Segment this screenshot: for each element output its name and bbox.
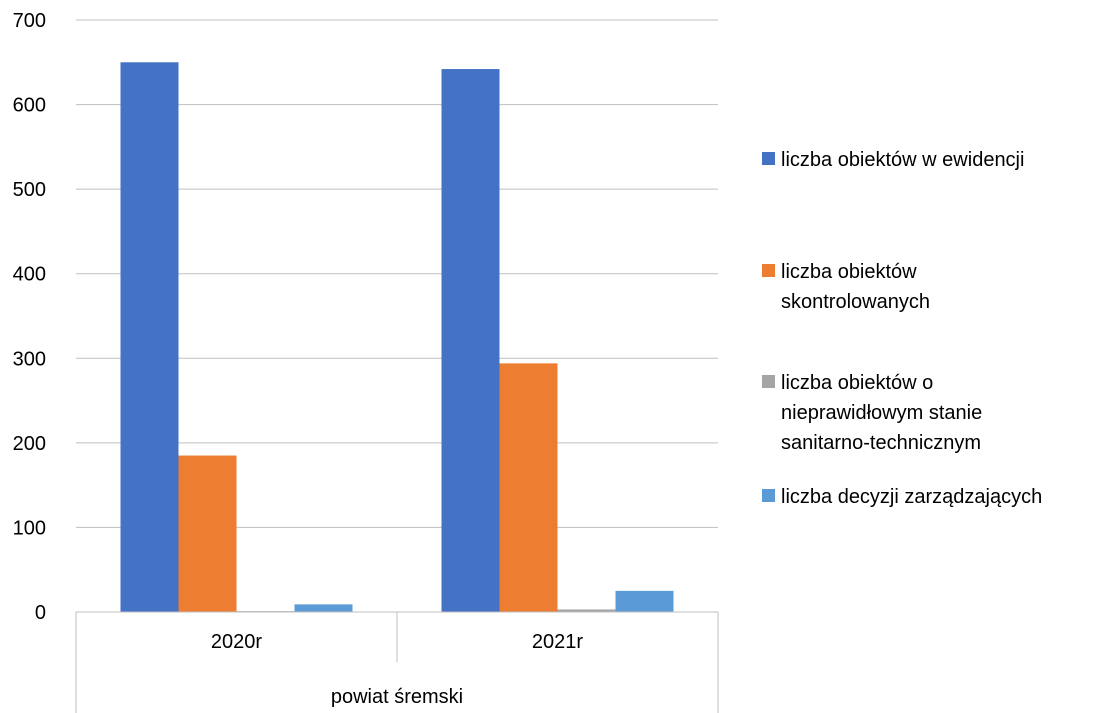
bar bbox=[120, 62, 179, 613]
x-axis: 2020r 2021r powiat śremski bbox=[75, 611, 719, 713]
bar bbox=[294, 604, 353, 612]
y-tick-label: 400 bbox=[13, 264, 46, 286]
legend-item: liczba obiektów skontrolowanych bbox=[762, 257, 930, 317]
y-tick-label: 700 bbox=[13, 10, 46, 32]
legend-label: liczba obiektów skontrolowanych bbox=[781, 261, 930, 313]
y-tick-label: 600 bbox=[13, 95, 46, 117]
legend-label: liczba obiektów w ewidencji bbox=[781, 149, 1025, 171]
x-group-label: powiat śremski bbox=[331, 686, 463, 708]
y-tick-label: 500 bbox=[13, 179, 46, 201]
legend-item: liczba obiektów o nieprawidłowym stanie … bbox=[762, 368, 982, 458]
bar bbox=[557, 609, 616, 612]
y-tick-label: 0 bbox=[35, 602, 46, 624]
bar-chart: 0 100 200 300 400 500 600 700 2020r 2021r powiat … bbox=[13, 10, 719, 713]
legend-item: liczba decyzji zarządzających bbox=[762, 482, 1042, 512]
y-tick-label: 200 bbox=[13, 433, 46, 455]
legend-swatch bbox=[762, 264, 775, 277]
bars bbox=[120, 62, 674, 613]
bar bbox=[499, 363, 558, 612]
legend: liczba obiektów w ewidencji liczba obiek… bbox=[762, 0, 1092, 713]
bar bbox=[178, 455, 237, 612]
legend-label: liczba decyzji zarządzających bbox=[781, 486, 1043, 508]
legend-label: liczba obiektów o nieprawidłowym stanie … bbox=[781, 372, 983, 454]
legend-item: liczba obiektów w ewidencji bbox=[762, 145, 1024, 175]
x-tick-label: 2020r bbox=[211, 631, 262, 653]
y-tick-label: 100 bbox=[13, 517, 46, 539]
bar bbox=[615, 590, 674, 612]
bar bbox=[441, 69, 500, 612]
x-tick-label: 2021r bbox=[532, 631, 583, 653]
y-tick-label: 300 bbox=[13, 348, 46, 370]
legend-swatch bbox=[762, 375, 775, 388]
legend-swatch bbox=[762, 489, 775, 502]
y-axis-ticks: 0 100 200 300 400 500 600 700 bbox=[13, 10, 46, 624]
legend-swatch bbox=[762, 152, 775, 165]
